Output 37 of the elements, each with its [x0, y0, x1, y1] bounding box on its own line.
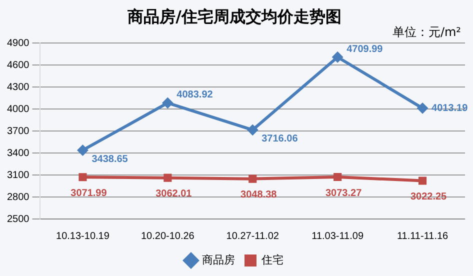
- y-tick-label: 4000: [6, 104, 30, 115]
- point: [334, 172, 342, 182]
- point: [162, 97, 174, 108]
- y-tick-label: 4300: [6, 82, 30, 93]
- legend-label: 住宅: [262, 254, 284, 267]
- point: [248, 174, 257, 183]
- chart-title: 商品房/住宅周成交均价走势图: [126, 6, 342, 26]
- y-tick-label: 3700: [6, 126, 30, 137]
- data-label: 3022.25: [410, 191, 448, 202]
- data-label: 3438.65: [92, 154, 128, 165]
- point: [332, 52, 344, 63]
- y-tick-label: 3400: [6, 148, 30, 159]
- point: [417, 102, 428, 114]
- data-label: 3062.01: [156, 188, 192, 200]
- data-label: 3716.06: [262, 134, 298, 145]
- y-tick-label: 2800: [6, 192, 30, 203]
- point: [418, 176, 427, 185]
- point: [164, 174, 172, 182]
- point: [77, 144, 88, 156]
- x-tick-label: 10.27-11.02: [226, 230, 280, 242]
- legend-label: 商品房: [202, 254, 235, 267]
- data-label: 3071.99: [70, 188, 108, 199]
- data-label: 4709.99: [346, 44, 384, 55]
- x-tick-label: 11.03-11.09: [312, 230, 364, 242]
- y-tick-label: 4900: [6, 38, 30, 49]
- y-tick-label: 2500: [6, 214, 30, 225]
- data-label: 4083.92: [176, 90, 214, 101]
- y-tick-label: 3100: [6, 170, 30, 181]
- x-tick-label: 11.11-11.16: [396, 230, 449, 242]
- point: [78, 173, 87, 182]
- data-label: 3048.38: [240, 190, 278, 201]
- x-tick-label: 10.20-10.26: [140, 230, 195, 242]
- data-label: 3073.27: [325, 188, 362, 199]
- y-tick-label: 4600: [6, 60, 30, 71]
- text: 单位：元/m²: [392, 24, 461, 41]
- x-tick-label: 10.13-10.19: [56, 230, 110, 242]
- point: [247, 124, 258, 136]
